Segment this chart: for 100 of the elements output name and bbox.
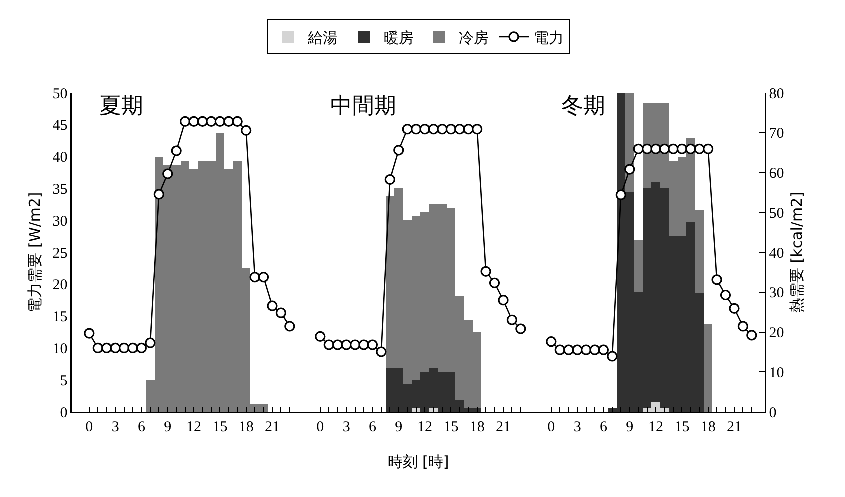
x-tick-label: 0 — [316, 419, 324, 436]
point — [411, 124, 422, 135]
y-tick-label: 35 — [52, 182, 68, 198]
point — [437, 124, 448, 135]
point — [206, 116, 217, 128]
x-tick-label: 3 — [112, 419, 120, 436]
x-tick-label: 15 — [674, 419, 690, 436]
point — [197, 116, 208, 128]
point — [616, 190, 626, 200]
y-tick-label: 15 — [52, 310, 68, 326]
point — [350, 340, 361, 350]
x-axis-title: 時刻 [時] — [388, 453, 450, 472]
point — [367, 340, 378, 350]
y-tick-label: 25 — [52, 246, 68, 262]
point — [394, 145, 404, 156]
legend-label: 電力 — [534, 28, 564, 47]
x-tick-label: 12 — [186, 419, 202, 436]
point — [694, 144, 705, 154]
x-tick-label: 0 — [548, 419, 556, 436]
point — [650, 144, 662, 154]
point — [703, 144, 714, 154]
y2-tick-label: 50 — [769, 206, 784, 222]
point — [154, 189, 164, 200]
point — [428, 124, 440, 135]
point — [84, 328, 95, 339]
chart-title: 中間期 — [330, 94, 397, 120]
point — [564, 344, 574, 356]
chart-title: 冬期 — [562, 94, 606, 120]
point — [720, 290, 732, 301]
x-tick-label: 3 — [342, 419, 350, 436]
legend-label: 冷房 — [459, 28, 489, 47]
x-tick-label: 18 — [238, 419, 254, 436]
point — [171, 146, 182, 156]
point — [250, 272, 260, 283]
y-tick-label: 10 — [52, 341, 68, 358]
y-tick-label: 45 — [52, 118, 68, 134]
point — [180, 116, 191, 128]
y2-tick-label: 40 — [769, 246, 784, 262]
point — [598, 344, 610, 356]
point — [241, 125, 252, 136]
x-tick-label: 18 — [700, 419, 716, 436]
point — [102, 342, 112, 354]
x-tick-label: 6 — [138, 419, 146, 436]
x-tick-label: 15 — [212, 419, 228, 436]
point — [128, 342, 138, 354]
x-tick-label: 12 — [648, 419, 664, 436]
point — [624, 164, 636, 175]
y2-tick-label: 30 — [769, 286, 784, 302]
y-tick-label: 20 — [52, 278, 68, 294]
bar — [704, 324, 713, 412]
point — [607, 351, 618, 362]
point — [480, 266, 492, 277]
point — [746, 330, 758, 341]
y2-tick-label: 0 — [769, 405, 777, 422]
point — [136, 342, 148, 354]
point — [384, 174, 396, 186]
y-tick-label: 0 — [60, 405, 68, 422]
y-tick-label: 5 — [60, 373, 68, 390]
point — [446, 124, 456, 135]
legend-label: 給湯 — [307, 28, 338, 47]
y-tick-label: 40 — [52, 150, 68, 166]
y2-tick-label: 80 — [769, 86, 784, 102]
point — [633, 144, 644, 154]
point — [232, 116, 243, 128]
y-tick-label: 30 — [52, 214, 68, 230]
point — [315, 331, 326, 342]
legend-label: 暖房 — [384, 28, 414, 47]
point — [590, 344, 600, 356]
point — [489, 278, 500, 288]
point — [324, 340, 334, 350]
point — [214, 116, 226, 128]
point — [546, 336, 557, 348]
point — [188, 116, 200, 128]
y2-tick-label: 70 — [769, 126, 784, 142]
x-tick-label: 18 — [470, 419, 485, 436]
point — [162, 168, 174, 180]
point — [420, 124, 430, 135]
y2-axis-title: 熱需要 [kcal/m2] — [788, 192, 806, 313]
point — [92, 342, 104, 354]
point — [659, 144, 670, 154]
x-tick-label: 21 — [496, 419, 511, 436]
point — [572, 344, 583, 356]
point — [463, 124, 474, 135]
point — [506, 314, 518, 326]
y-axis-title: 電力需要 [W/m2] — [26, 192, 44, 313]
x-tick-label: 12 — [418, 419, 433, 436]
y2-tick-label: 60 — [769, 166, 784, 182]
point — [554, 344, 566, 356]
x-tick-label: 9 — [395, 419, 403, 436]
point — [642, 144, 653, 154]
point — [516, 324, 526, 334]
point — [276, 308, 287, 318]
x-tick-label: 15 — [444, 419, 459, 436]
x-tick-label: 21 — [726, 419, 742, 436]
x-tick-label: 3 — [574, 419, 582, 436]
x-tick-label: 6 — [600, 419, 608, 436]
point — [712, 274, 722, 286]
point — [729, 303, 740, 314]
x-tick-label: 6 — [368, 419, 377, 436]
point — [110, 342, 121, 354]
